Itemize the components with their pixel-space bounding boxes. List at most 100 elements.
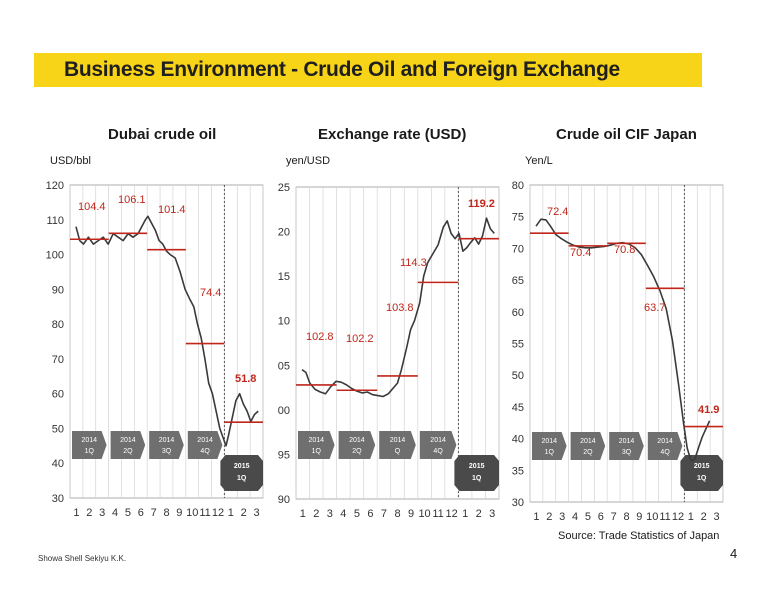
y-tick-dubai: 50 (52, 423, 64, 435)
avg-label-cif: 70.4 (570, 247, 591, 259)
y-tick-cif: 60 (512, 307, 524, 319)
slide-title: Business Environment - Crude Oil and For… (64, 58, 620, 81)
y-tick-cif: 70 (512, 243, 524, 255)
y-tick-dubai: 100 (46, 250, 64, 262)
quarter-box-2015-cif (680, 455, 723, 491)
x-tick-dubai: 2 (86, 507, 92, 519)
y-tick-cif: 50 (512, 370, 524, 382)
quarter-name-cif: 2Q (583, 449, 593, 456)
y-tick-cif: 80 (512, 180, 524, 192)
footer-company: Showa Shell Sekiyu K.K. (38, 554, 127, 563)
x-tick-dubai: 1 (73, 507, 79, 519)
quarter-box-exchange (419, 431, 457, 459)
quarter-box-dubai (110, 431, 146, 459)
quarter-year-exchange: 2014 (309, 437, 325, 444)
x-tick-dubai: 3 (99, 507, 105, 519)
x-tick-dubai: 7 (151, 507, 157, 519)
x-tick-cif: 5 (585, 511, 591, 523)
x-tick-dubai: 10 (186, 507, 198, 519)
quarter-year-exchange: 2014 (430, 437, 446, 444)
x-tick-cif: 3 (714, 511, 720, 523)
x-tick-dubai: 4 (112, 507, 118, 519)
x-tick-dubai: 1 (228, 507, 234, 519)
chart-title-dubai: Dubai crude oil (108, 126, 217, 143)
y-unit-cif: Yen/L (525, 155, 553, 167)
x-tick-exchange: 5 (354, 508, 360, 520)
avg-label-cif: 72.4 (547, 206, 568, 218)
x-tick-dubai: 3 (254, 507, 260, 519)
x-tick-cif: 8 (623, 511, 629, 523)
quarter-year-exchange: 2015 (469, 463, 485, 470)
avg-label-exchange: 119.2 (468, 198, 495, 210)
quarter-year-dubai: 2014 (120, 437, 136, 444)
x-tick-cif: 2 (701, 511, 707, 523)
y-tick-cif: 65 (512, 275, 524, 287)
page-number: 4 (730, 546, 738, 561)
quarter-box-exchange (298, 431, 335, 459)
y-tick-dubai: 70 (52, 354, 64, 366)
quarter-year-exchange: 2014 (349, 437, 365, 444)
x-tick-cif: 2 (546, 511, 552, 523)
x-tick-exchange: 9 (408, 508, 414, 520)
y-tick-exchange: 15 (278, 271, 290, 283)
x-tick-dubai: 6 (138, 507, 144, 519)
y-tick-dubai: 120 (46, 180, 64, 192)
quarter-box-exchange (338, 431, 376, 459)
quarter-name-exchange: 2Q (352, 448, 362, 455)
quarter-name-dubai: 1Q (85, 448, 95, 455)
quarter-name-cif: 1Q (545, 449, 555, 456)
y-tick-dubai: 40 (52, 458, 64, 470)
quarter-box-dubai (149, 431, 184, 459)
quarter-name-cif: 3Q (622, 449, 632, 456)
x-tick-exchange: 3 (327, 508, 333, 520)
quarter-year-cif: 2014 (580, 438, 596, 445)
quarter-year-cif: 2014 (657, 438, 673, 445)
avg-label-cif: 70.8 (614, 244, 635, 256)
x-tick-exchange: 1 (462, 508, 468, 520)
x-tick-cif: 1 (688, 511, 694, 523)
y-tick-exchange: 95 (278, 449, 290, 461)
quarter-box-exchange (379, 431, 416, 459)
x-tick-dubai: 9 (176, 507, 182, 519)
quarter-box-2015-exchange (454, 455, 499, 491)
x-tick-dubai: 5 (125, 507, 131, 519)
quarter-year-dubai: 2014 (159, 437, 175, 444)
y-tick-cif: 35 (512, 465, 524, 477)
x-tick-dubai: 11 (199, 507, 210, 519)
quarter-box-cif (647, 432, 683, 460)
x-tick-exchange: 2 (476, 508, 482, 520)
x-tick-dubai: 8 (163, 507, 169, 519)
x-tick-cif: 12 (672, 511, 684, 523)
chart-title-exchange: Exchange rate (USD) (318, 126, 467, 143)
x-tick-cif: 7 (611, 511, 617, 523)
x-tick-exchange: 8 (394, 508, 400, 520)
x-tick-exchange: 6 (367, 508, 373, 520)
quarter-box-cif (532, 432, 567, 460)
quarter-name-cif: 4Q (660, 449, 670, 456)
x-tick-exchange: 2 (313, 508, 319, 520)
quarter-year-dubai: 2014 (82, 437, 98, 444)
avg-label-cif: 63.7 (644, 302, 665, 314)
quarter-year-cif: 2014 (619, 438, 635, 445)
y-tick-cif: 40 (512, 434, 524, 446)
avg-label-exchange: 114.3 (400, 257, 427, 269)
series-line-exchange (301, 217, 495, 398)
x-tick-exchange: 12 (446, 508, 458, 520)
quarter-year-dubai: 2014 (197, 437, 213, 444)
y-tick-exchange: 90 (278, 494, 290, 506)
y-unit-exchange: yen/USD (286, 155, 331, 167)
quarter-name-dubai: 3Q (162, 448, 172, 455)
title-banner (34, 53, 702, 87)
y-tick-cif: 45 (512, 402, 524, 414)
x-tick-cif: 4 (572, 511, 578, 523)
y-tick-exchange: 25 (278, 182, 290, 194)
quarter-name-exchange: 4Q (433, 448, 443, 455)
source-note: Source: Trade Statistics of Japan (558, 530, 720, 542)
quarter-name-exchange: Q (395, 448, 401, 455)
quarter-name-exchange: 1Q (312, 448, 322, 455)
x-tick-cif: 1 (533, 511, 539, 523)
x-tick-exchange: 7 (381, 508, 387, 520)
avg-label-dubai: 101.4 (158, 204, 186, 216)
quarter-box-cif (609, 432, 644, 460)
